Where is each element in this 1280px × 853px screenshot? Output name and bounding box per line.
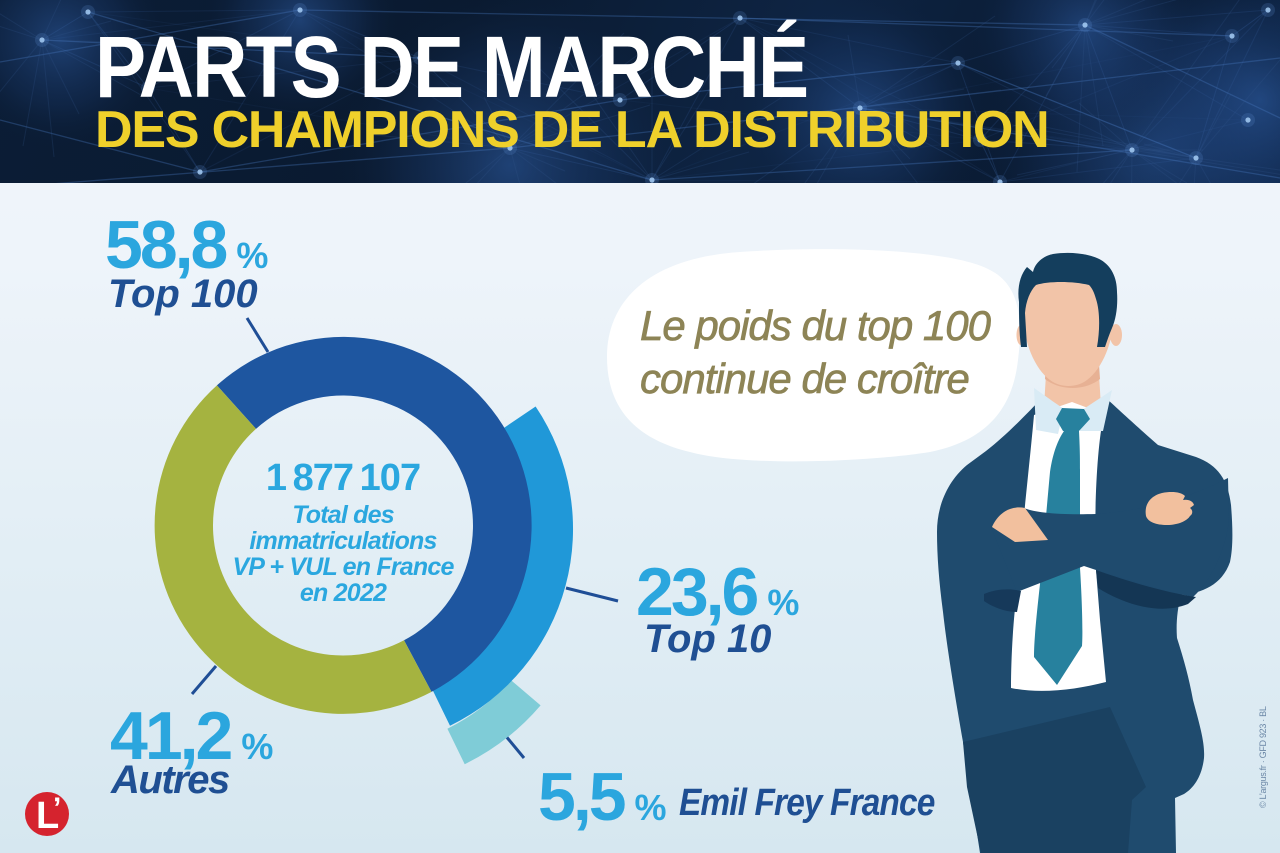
svg-text:L: L <box>36 795 59 837</box>
svg-text:’: ’ <box>53 792 61 825</box>
